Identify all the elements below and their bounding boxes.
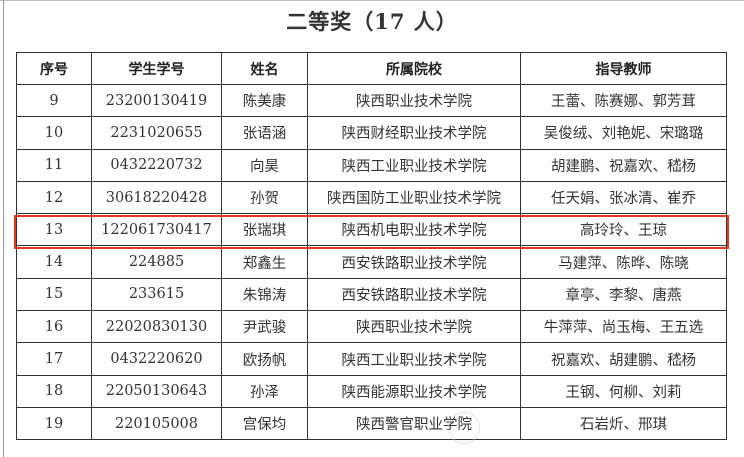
cell-col-school: 西安铁路职业技术学院: [307, 277, 521, 312]
cell-col-name: 向昊: [221, 148, 308, 182]
cell-col-school: 陕西警官职业学院: [307, 406, 521, 441]
cell-col-student-id: 233615: [91, 277, 222, 312]
cell-col-student-id: 220105008: [91, 406, 222, 441]
page-top-edge: [0, 0, 744, 1]
cell-col-school: 陕西工业职业技术学院: [307, 342, 521, 376]
cell-col-advisors: 王钢、何柳、刘莉: [520, 374, 727, 408]
cell-col-advisors: 胡建鹏、祝嘉欢、嵇杨: [520, 148, 727, 182]
cell-col-advisors: 王蕾、陈赛娜、郭芳茸: [520, 83, 727, 118]
cell-col-name: 宫保均: [221, 406, 308, 441]
cell-col-student-id: 22020830130: [91, 310, 222, 344]
table-row: 11 0432220732 向昊 陕西工业职业技术学院 胡建鹏、祝嘉欢、嵇杨: [16, 148, 727, 182]
table-row: 15 233615 朱锦涛 西安铁路职业技术学院 章亭、李黎、唐燕: [16, 277, 727, 312]
cell-col-advisors: 石岩炘、邢琪: [520, 406, 727, 441]
cell-col-index: 9: [16, 83, 92, 118]
cell-col-student-id: 22050130643: [91, 374, 222, 408]
cell-col-advisors: 祝嘉欢、胡建鹏、嵇杨: [520, 342, 727, 376]
header-col-index: 序号: [16, 52, 92, 85]
cell-col-school: 陕西职业技术学院: [307, 310, 521, 344]
cell-col-advisors: 章亭、李黎、唐燕: [520, 277, 727, 312]
cell-col-name: 张瑞琪: [221, 213, 308, 247]
section-title: 二等奖（17 人）: [286, 9, 458, 34]
table-row: 18 22050130643 孙泽 陕西能源职业技术学院 王钢、何柳、刘莉: [16, 374, 727, 408]
cell-col-name: 陈美康: [221, 83, 308, 118]
cell-col-index: 11: [16, 148, 92, 182]
cell-col-school: 陕西工业职业技术学院: [307, 148, 521, 182]
cell-col-student-id: 2231020655: [91, 116, 222, 150]
cell-col-student-id: 23200130419: [91, 83, 222, 118]
table-row: 10 2231020655 张语涵 陕西财经职业技术学院 吴俊绒、刘艳妮、宋璐璐: [16, 116, 727, 150]
cell-col-index: 13: [16, 213, 92, 247]
cell-col-school: 陕西职业技术学院: [307, 83, 521, 118]
table-row: 17 0432220620 欧扬帆 陕西工业职业技术学院 祝嘉欢、胡建鹏、嵇杨: [16, 342, 727, 376]
cell-col-student-id: 224885: [91, 245, 222, 279]
cell-col-advisors: 吴俊绒、刘艳妮、宋璐璐: [520, 116, 727, 150]
cell-col-index: 15: [16, 277, 92, 312]
cell-col-school: 陕西国防工业职业技术学院: [307, 180, 521, 215]
cell-col-student-id: 0432220732: [91, 148, 222, 182]
cell-col-index: 19: [16, 406, 92, 441]
header-col-student-id: 学生学号: [91, 52, 222, 85]
cell-col-name: 朱锦涛: [221, 277, 308, 312]
cell-col-index: 18: [16, 374, 92, 408]
header-col-name: 姓名: [221, 52, 308, 85]
cell-col-advisors: 牛萍萍、尚玉梅、王五选: [520, 310, 727, 344]
cell-col-index: 17: [16, 342, 92, 376]
header-col-advisors: 指导教师: [520, 52, 727, 85]
cell-col-index: 10: [16, 116, 92, 150]
cell-col-advisors: 高玲玲、王琼: [520, 213, 727, 247]
cell-col-student-id: 122061730417: [91, 213, 222, 247]
table-row: 19 220105008 宫保均 陕西警官职业学院 石岩炘、邢琪: [16, 406, 727, 441]
cell-col-school: 陕西财经职业技术学院: [307, 116, 521, 150]
cell-col-advisors: 任天娟、张冰清、崔乔: [520, 180, 727, 215]
cell-col-index: 14: [16, 245, 92, 279]
cell-col-name: 孙贺: [221, 180, 308, 215]
table-row: 14 224885 郑鑫生 西安铁路职业技术学院 马建萍、陈晔、陈晓: [16, 245, 727, 279]
cell-col-index: 16: [16, 310, 92, 344]
table-row: 9 23200130419 陈美康 陕西职业技术学院 王蕾、陈赛娜、郭芳茸: [16, 83, 727, 118]
cell-col-name: 尹武骏: [221, 310, 308, 344]
cell-col-school: 陕西能源职业技术学院: [307, 374, 521, 408]
header-col-school: 所属院校: [307, 52, 521, 85]
cell-col-index: 12: [16, 180, 92, 215]
cell-col-name: 欧扬帆: [221, 342, 308, 376]
cell-col-name: 郑鑫生: [221, 245, 308, 279]
award-table: 序号 学生学号 姓名 所属院校 指导教师 9 23200130419 陈美康 陕西职业技术学院…: [16, 52, 727, 441]
cell-col-student-id: 0432220620: [91, 342, 222, 376]
table-header-row: 序号 学生学号 姓名 所属院校 指导教师: [16, 52, 727, 85]
cell-col-school: 西安铁路职业技术学院: [307, 245, 521, 279]
cell-col-school: 陕西机电职业技术学院: [307, 213, 521, 247]
seal-watermark: [448, 412, 480, 444]
cell-col-name: 孙泽: [221, 374, 308, 408]
cell-col-name: 张语涵: [221, 116, 308, 150]
cell-col-advisors: 马建萍、陈晔、陈晓: [520, 245, 727, 279]
table-row: 13 122061730417 张瑞琪 陕西机电职业技术学院 高玲玲、王琼: [16, 213, 727, 247]
page-left-edge: [3, 0, 4, 457]
table-row: 16 22020830130 尹武骏 陕西职业技术学院 牛萍萍、尚玉梅、王五选: [16, 310, 727, 344]
table-row: 12 30618220428 孙贺 陕西国防工业职业技术学院 任天娟、张冰清、崔乔: [16, 180, 727, 215]
cell-col-student-id: 30618220428: [91, 180, 222, 215]
